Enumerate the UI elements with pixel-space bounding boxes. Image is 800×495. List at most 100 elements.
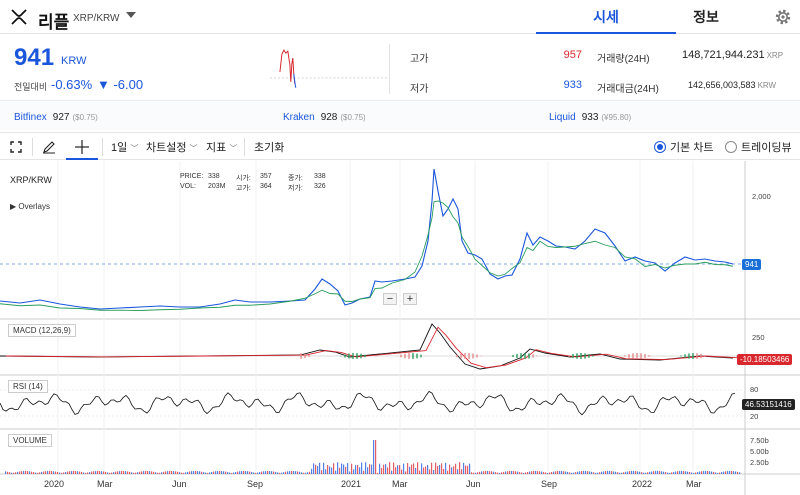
volume-bar [455,463,457,474]
volume-bar [235,472,237,474]
volume-bar [559,471,561,474]
volume-bar [513,471,515,474]
overlays-toggle[interactable]: ▶ Overlays [10,202,50,211]
volume-bar [327,465,329,474]
volume-bar [107,472,109,474]
indicators-menu[interactable]: 지표 ﹀ [206,142,238,154]
volume-bar [83,472,85,474]
volume-bar [317,466,319,474]
volume-bar [57,472,59,474]
volume-bar [255,472,257,474]
volume-bar [361,462,363,474]
radio-basic-chart[interactable] [654,141,666,153]
volume-bar [601,471,603,474]
volume-bar [701,471,703,474]
exchange-kraken[interactable]: Kraken 928 ($0.75) [283,112,366,123]
volume-bar [315,464,317,474]
volume-bar [349,471,351,474]
crosshair-tool[interactable] [66,133,98,160]
volume-bar [125,471,127,474]
volume-bar [243,471,245,474]
volume-bar [263,471,265,474]
gear-icon[interactable] [773,7,793,27]
macd-histogram-bar [680,355,682,357]
volume-bar [231,472,233,474]
volume-bar [669,472,671,474]
volume-bar [543,471,545,474]
zoom-out-button[interactable]: − [383,293,397,305]
price-chart[interactable]: XRP/KRW PRICE: 338 시가: 357 종가: 338 VOL: … [0,161,800,495]
ohlc-close-label: 종가: [288,175,303,182]
chart-settings-menu[interactable]: 차트설정 ﹀ [146,142,198,154]
radio-tradingview[interactable] [725,141,737,153]
volume-bar [561,471,563,474]
volume-bar [145,471,147,474]
volume-bar [615,471,617,474]
pencil-icon[interactable] [42,140,56,154]
tab-market[interactable]: 시세 [536,0,676,34]
volume-bar [127,471,129,474]
volume-bar [17,471,19,474]
volume-bar [451,467,453,474]
volume-bar [119,471,121,474]
volume-bar [631,471,633,474]
volume-bar [287,471,289,474]
volume-bar [529,471,531,474]
volume-bar [605,471,607,474]
volume-bar [321,470,323,474]
volume-bar [575,472,577,474]
macd-histogram-bar [688,353,690,359]
fullscreen-icon[interactable] [10,141,22,153]
volume-bar [531,471,533,474]
exchange-bitfinex[interactable]: Bitfinex 927 ($0.75) [14,112,98,123]
volume-bar [71,471,73,474]
volume-bar [285,471,287,474]
volume-bar [35,472,37,474]
volume-bar [671,472,673,474]
volume-bar [501,472,503,474]
zoom-in-button[interactable]: + [403,293,417,305]
macd-histogram-bar [592,355,594,357]
volume-bar [461,469,463,474]
volume-bar [217,471,219,474]
interval-select[interactable]: 1일 ﹀ [111,142,139,154]
time-axis-label: Jun [172,479,187,489]
volume-bar [345,466,347,474]
volume-bar [687,471,689,474]
tradingview-label[interactable]: 트레이딩뷰 [741,142,792,154]
volume-bar [61,472,63,474]
volume-bar [661,471,663,474]
volume-bar [535,471,537,474]
volume-bar [411,464,413,474]
volume-bar [705,471,707,474]
exchange-liquid[interactable]: Liquid 933 (¥95.80) [549,112,632,123]
volume-bar [355,465,357,474]
volume-bar [367,467,369,474]
macd-histogram-bar [468,353,470,359]
change-percent: -0.63% [51,77,93,92]
volume-bar [653,471,655,474]
volume-bar [89,472,91,474]
volume-bar [219,471,221,474]
macd-pane-label: MACD (12,26,9) [8,324,76,337]
basic-chart-label[interactable]: 기본 차트 [670,142,714,154]
volume-bar [679,471,681,474]
volume-bar [55,471,57,474]
volume-bar [7,471,9,474]
trade-value-label: 거래대금(24H) [597,84,659,95]
volume-bar [329,466,331,474]
volume-bar [281,472,283,474]
reset-button[interactable]: 초기화 [254,142,285,154]
volume-bar [483,471,485,474]
volume-bar [169,471,171,474]
volume-bar [199,471,201,474]
volume-bar [595,472,597,474]
macd-histogram-bar [308,355,310,357]
chart-canvas[interactable] [0,161,800,495]
coin-dropdown-caret-icon[interactable] [126,12,136,18]
volume-bar [425,466,427,474]
volume-bar [557,471,559,474]
volume-bar [673,471,675,474]
volume-bar [283,472,285,474]
tab-info[interactable]: 정보 [693,9,719,25]
